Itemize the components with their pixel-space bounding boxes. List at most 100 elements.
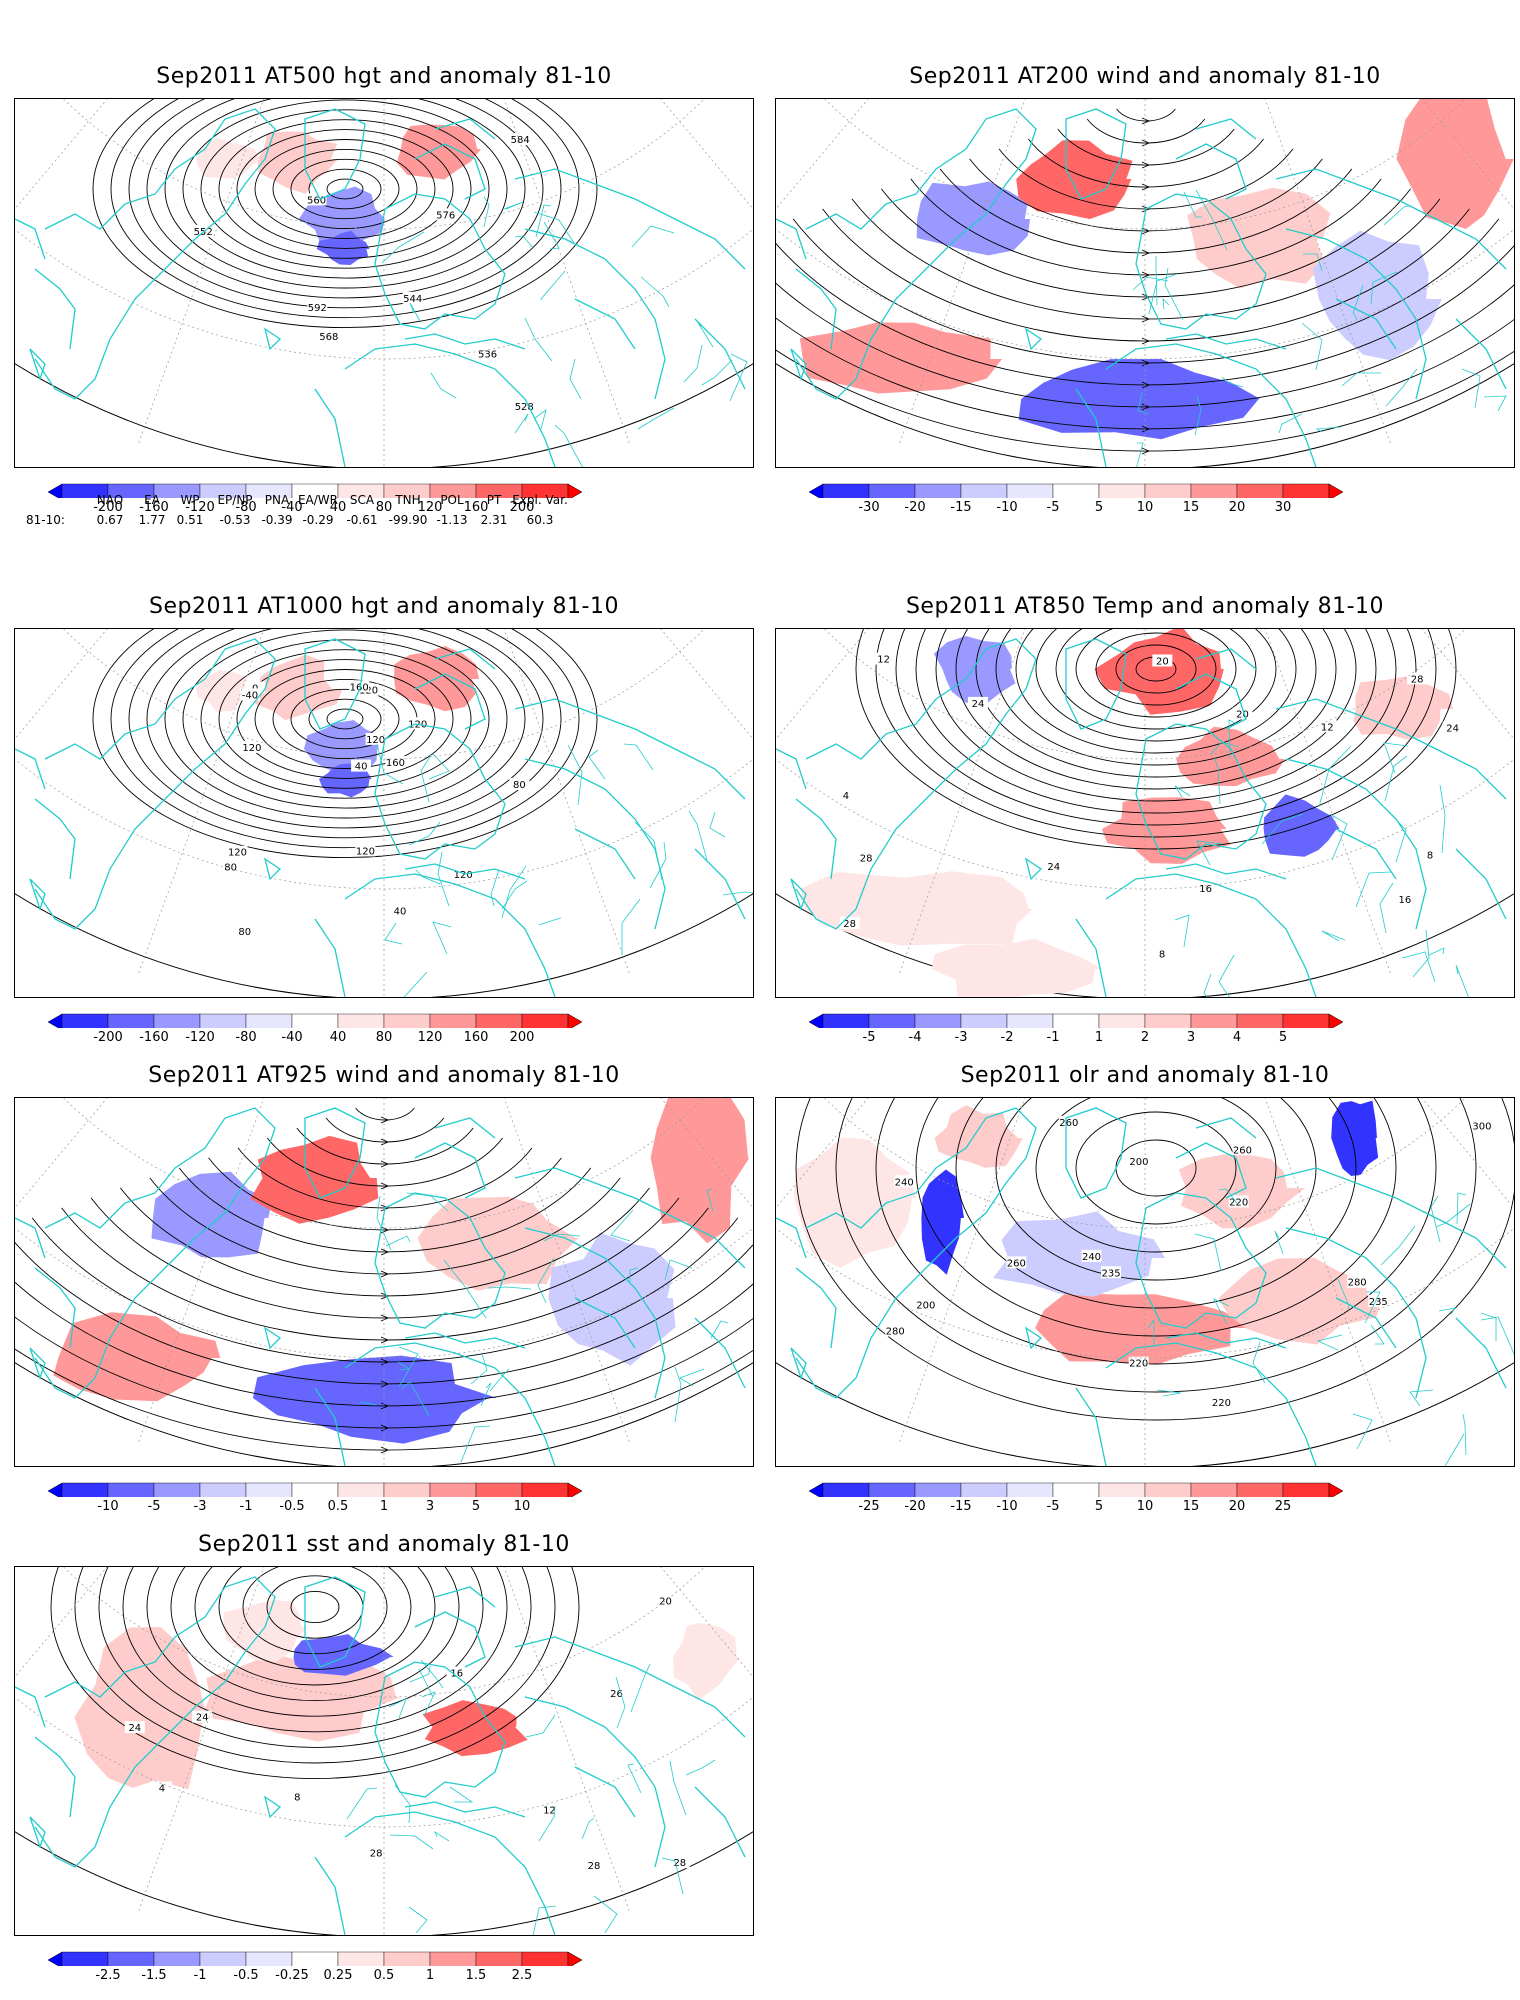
streamline (355, 1107, 415, 1121)
contour-label-bg (1081, 1249, 1102, 1262)
contour-line (236, 659, 454, 779)
colorbar-tick-label: 4 (1232, 1030, 1242, 1045)
border-segment (1409, 1389, 1434, 1407)
coastlines (776, 1107, 1507, 1466)
colorbar-tick-label: 15 (1182, 1499, 1200, 1514)
contour-line (308, 168, 382, 210)
colorbar-segment (960, 483, 1008, 498)
contour-label-bg (239, 688, 260, 701)
coastline-segment (263, 857, 282, 881)
colorbar-tick-label: 25 (1274, 1499, 1292, 1514)
border-segment (543, 221, 560, 250)
contour-label: 200 (916, 1301, 935, 1312)
colorbar-labels: -200 -160 -120 -80 -40 40 80 120 160 200 (14, 500, 754, 516)
border-segment (554, 424, 583, 467)
border-segment (1252, 1341, 1266, 1384)
colorbar-tick-label: 160 (463, 500, 489, 515)
contour-label: 120 (454, 870, 473, 881)
contour-label: 528 (515, 402, 534, 413)
border-segment (1383, 205, 1410, 226)
colorbar-tick-label: 0.25 (323, 1968, 353, 1983)
border-segment (1455, 964, 1469, 997)
anomaly-shading (1178, 1154, 1305, 1229)
colorbar-segment (107, 1013, 155, 1028)
coastline-segment (314, 918, 346, 997)
colorbar-arrow-left (808, 1482, 824, 1497)
hemisphere-edge (15, 629, 753, 997)
coastline-segment (374, 723, 506, 860)
meridian-line (503, 1098, 631, 1445)
contour-label-bg (1471, 1119, 1492, 1132)
border-segment (490, 869, 500, 907)
border-segment (1261, 813, 1304, 845)
contour-line (290, 1590, 340, 1624)
contour-label: 28 (1411, 674, 1424, 685)
border-segment (661, 1857, 684, 1895)
contour-label: 16 (1399, 895, 1412, 906)
colorbar-segment (1282, 1482, 1330, 1497)
coastline-segment (29, 1347, 46, 1381)
border-segment (1386, 809, 1407, 863)
border-segment (1480, 1316, 1514, 1355)
meridian-line (503, 99, 631, 446)
contour-label: 28 (588, 1861, 601, 1872)
colorbar-tick-label: 3 (425, 1499, 435, 1514)
border-segment (533, 211, 575, 244)
streamline (1057, 128, 1235, 166)
border-segment (729, 353, 748, 402)
streamline-arrow (380, 1160, 390, 1168)
contour-label: 240 (1082, 1252, 1101, 1263)
anomaly-shading (548, 1232, 676, 1366)
anomaly-shading (673, 1623, 741, 1701)
border-segment (538, 1805, 556, 1842)
contour-label-bg (655, 1594, 676, 1607)
country-borders (1174, 719, 1469, 997)
border-segment (543, 1233, 581, 1242)
coastline-segment (790, 1347, 807, 1381)
coastline-segment (1335, 1297, 1397, 1349)
colorbar-segment (1006, 1482, 1054, 1497)
coastline-segment (29, 348, 46, 382)
colorbar-segment (1006, 483, 1054, 498)
border-segment (406, 1192, 449, 1212)
contour-line (1075, 1111, 1237, 1225)
contour-label: 28 (370, 1848, 383, 1859)
coastline-segment (1105, 343, 1317, 467)
coastline-segment (1175, 673, 1247, 730)
contour-label-bg (885, 1324, 906, 1337)
colorbar-tick-label: 80 (375, 500, 393, 515)
teleconnection-value: -0.29 (302, 513, 334, 527)
colorbar-tick-label: 0.5 (327, 1499, 349, 1514)
coastline-segment (1024, 1326, 1043, 1350)
anomaly-shading (1331, 1100, 1379, 1176)
anomaly-shading (422, 1700, 528, 1757)
colorbar-tick-label: -160 (139, 500, 169, 515)
contour-line (146, 629, 544, 829)
streamline-arrow (380, 1402, 390, 1410)
teleconnection-name: EA (144, 493, 160, 507)
colorbar-tick-label: 200 (509, 500, 535, 515)
anomaly-shading (53, 1312, 221, 1402)
colorbar-segment (429, 1951, 477, 1966)
border-segment (1380, 1225, 1416, 1266)
contour-label-bg (1420, 848, 1441, 861)
colorbar-segment (914, 1013, 962, 1028)
coastline-segment (34, 1576, 276, 1868)
anomaly-shading (74, 1627, 208, 1790)
colorbar-segment (153, 1013, 201, 1028)
coastline-segment (795, 1107, 1037, 1399)
contour-label: 4 (843, 791, 849, 802)
coastline-segment (1075, 388, 1107, 467)
border-segment (1435, 1203, 1471, 1228)
coastline-segment (34, 1736, 76, 1818)
colorbar-swatches (808, 1482, 1344, 1497)
border-segment (421, 1691, 436, 1717)
contour-label: 260 (1233, 1145, 1252, 1156)
coastline-segment (1135, 1192, 1267, 1329)
coastline-segment (524, 758, 666, 930)
border-segment (634, 821, 663, 881)
colorbar-segment (868, 483, 916, 498)
panel-title: Sep2011 AT1000 hgt and anomaly 81-10 (149, 594, 619, 619)
colorbar-segment (1098, 1482, 1146, 1497)
anomaly-shading (1035, 1292, 1253, 1365)
